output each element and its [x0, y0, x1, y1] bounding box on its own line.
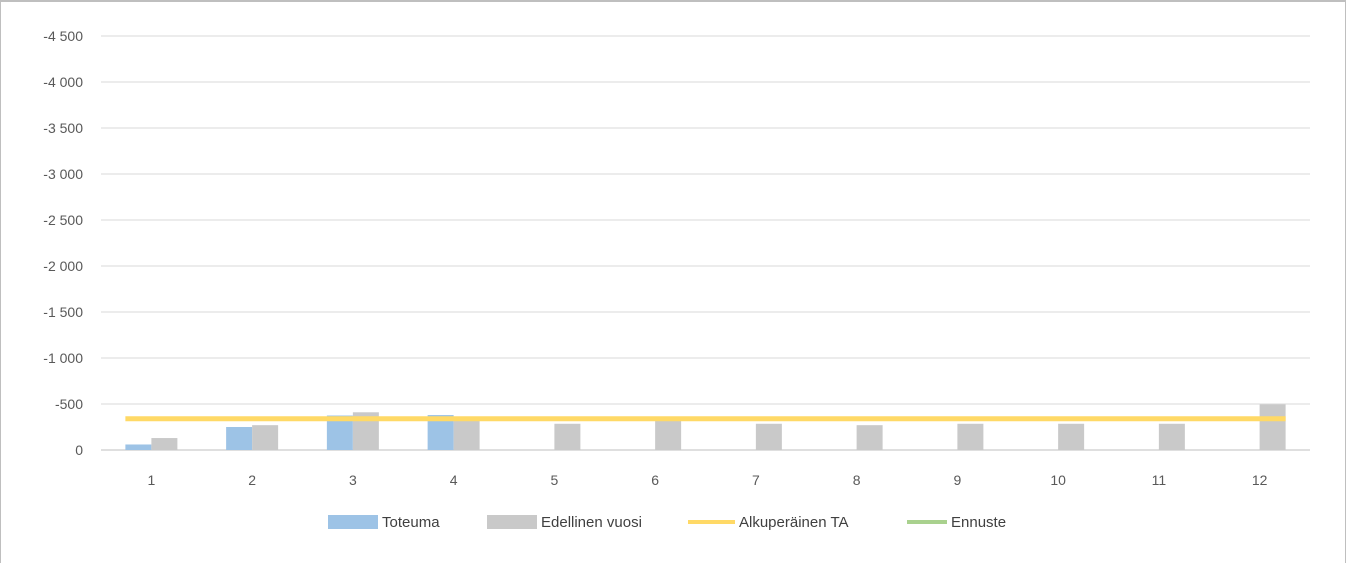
bar [151, 438, 178, 450]
y-tick-label: -1 000 [43, 350, 83, 366]
x-tick-label: 1 [147, 472, 155, 488]
x-tick-label: 11 [1152, 472, 1167, 488]
bar [1259, 404, 1286, 450]
gridlines [101, 35, 1310, 451]
x-tick-label: 9 [953, 472, 961, 488]
bar [957, 423, 984, 450]
bars [125, 404, 1286, 450]
x-tick-label: 6 [651, 472, 659, 488]
legend: Toteuma Edellinen vuosi Alkuperäinen TA Enn… [328, 514, 1006, 531]
legend-swatch [487, 515, 537, 529]
bar [252, 425, 279, 450]
bar [326, 415, 353, 450]
bar [226, 427, 253, 450]
bar [1158, 423, 1185, 450]
x-tick-label: 7 [752, 472, 760, 488]
x-tick-label: 12 [1252, 472, 1268, 488]
legend-item: Ennuste [907, 514, 1006, 531]
x-tick-label: 10 [1050, 472, 1066, 488]
bar [125, 444, 152, 450]
bar [453, 420, 480, 450]
x-tick-label: 5 [550, 472, 558, 488]
legend-label: Ennuste [951, 514, 1006, 531]
y-tick-label: -1 500 [43, 304, 83, 320]
y-tick-label: 0 [75, 442, 83, 458]
y-tick-label: -3 000 [43, 166, 83, 182]
y-tick-label: -2 500 [43, 212, 83, 228]
bar [1058, 423, 1085, 450]
y-tick-label: -4 500 [43, 28, 83, 44]
y-tick-label: -2 000 [43, 258, 83, 274]
x-tick-label: 8 [853, 472, 861, 488]
bar [856, 425, 883, 450]
bar [655, 420, 682, 450]
legend-item: Toteuma [328, 514, 440, 531]
legend-label: Alkuperäinen TA [739, 514, 849, 531]
x-tick-label: 3 [349, 472, 357, 488]
legend-item: Edellinen vuosi [487, 514, 642, 531]
legend-label: Toteuma [382, 514, 440, 531]
x-tick-label: 4 [450, 472, 458, 488]
x-axis-ticks: 1 2 3 4 5 6 7 8 9 10 11 12 [147, 472, 1267, 488]
legend-item: Alkuperäinen TA [688, 514, 849, 531]
y-tick-label: -500 [55, 396, 83, 412]
legend-swatch [328, 515, 378, 529]
x-tick-label: 2 [248, 472, 256, 488]
y-axis-ticks: 0 -500 -1 000 -1 500 -2 000 -2 500 -3 000 -3 50… [43, 28, 83, 458]
legend-label: Edellinen vuosi [541, 514, 642, 531]
bar [755, 423, 782, 450]
y-tick-label: -3 500 [43, 120, 83, 136]
bar [554, 423, 581, 450]
y-tick-label: -4 000 [43, 74, 83, 90]
